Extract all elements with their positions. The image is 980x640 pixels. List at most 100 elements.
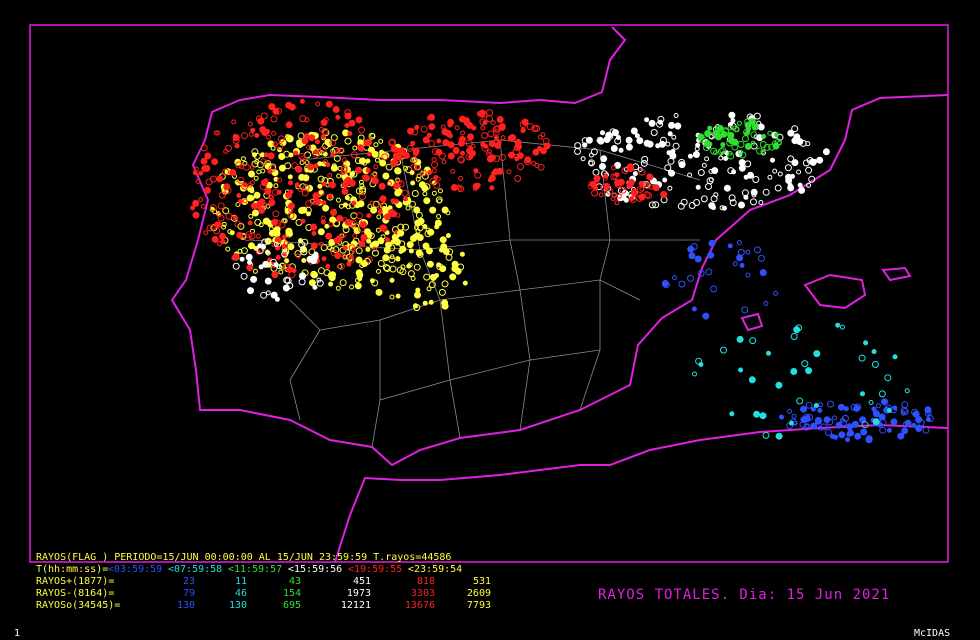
count-cell: 7793 bbox=[467, 600, 491, 611]
strike bbox=[302, 184, 310, 192]
strike bbox=[863, 340, 869, 346]
strike bbox=[621, 167, 629, 175]
strike bbox=[355, 116, 363, 124]
strike bbox=[711, 167, 719, 175]
strike bbox=[892, 405, 898, 411]
strike bbox=[439, 265, 447, 273]
strike bbox=[415, 176, 421, 182]
strike bbox=[598, 192, 604, 198]
strike bbox=[625, 136, 633, 144]
strike bbox=[306, 144, 312, 150]
strike bbox=[774, 184, 782, 192]
strike bbox=[242, 182, 248, 188]
strike bbox=[241, 132, 248, 140]
strike bbox=[762, 188, 770, 196]
strike bbox=[231, 119, 237, 125]
strike bbox=[351, 200, 357, 206]
strike bbox=[490, 120, 496, 126]
strike bbox=[437, 188, 443, 194]
strike bbox=[610, 173, 618, 181]
strike bbox=[521, 118, 529, 126]
strike bbox=[800, 405, 807, 413]
strike bbox=[240, 247, 248, 255]
strike bbox=[359, 263, 365, 268]
strike bbox=[260, 291, 268, 299]
strike bbox=[436, 262, 442, 268]
frame-number: 1 bbox=[14, 628, 20, 639]
strike bbox=[252, 209, 259, 217]
strike bbox=[694, 255, 702, 263]
strike bbox=[581, 137, 589, 145]
strike bbox=[260, 152, 265, 158]
strike bbox=[728, 194, 736, 202]
strike bbox=[322, 159, 328, 165]
strike bbox=[890, 418, 898, 426]
strike bbox=[359, 221, 367, 229]
strike bbox=[286, 135, 294, 143]
strike bbox=[315, 101, 321, 107]
strike bbox=[429, 206, 437, 214]
strike bbox=[687, 274, 694, 282]
strike bbox=[245, 253, 253, 261]
strike bbox=[247, 287, 254, 295]
strike bbox=[274, 296, 280, 302]
strike bbox=[321, 256, 327, 262]
strike bbox=[236, 231, 244, 239]
strike bbox=[901, 401, 909, 409]
strike bbox=[385, 163, 393, 171]
strike bbox=[287, 212, 295, 219]
strike bbox=[351, 247, 357, 253]
strike bbox=[310, 257, 318, 265]
strike bbox=[273, 183, 279, 189]
strike bbox=[333, 154, 341, 162]
strike bbox=[213, 227, 221, 235]
strike bbox=[366, 151, 372, 157]
strike bbox=[315, 139, 320, 145]
strike bbox=[278, 269, 284, 275]
count-cell: 695 bbox=[283, 600, 301, 611]
strike bbox=[378, 182, 386, 190]
strike bbox=[406, 241, 414, 249]
strike bbox=[614, 161, 622, 169]
strike bbox=[785, 177, 793, 184]
strike bbox=[271, 242, 277, 247]
strike bbox=[752, 176, 760, 183]
strike bbox=[348, 119, 356, 127]
strike bbox=[768, 143, 776, 151]
strike bbox=[344, 123, 350, 128]
strike bbox=[427, 228, 435, 236]
lightning-strikes bbox=[190, 98, 934, 444]
strike bbox=[378, 138, 384, 144]
strike bbox=[287, 243, 295, 251]
strike bbox=[422, 191, 428, 197]
strike bbox=[727, 167, 735, 175]
strike bbox=[298, 207, 306, 214]
strike bbox=[270, 115, 278, 123]
strike bbox=[271, 218, 279, 226]
strike bbox=[915, 425, 923, 432]
strike bbox=[298, 241, 306, 249]
strike bbox=[697, 169, 705, 176]
strike bbox=[728, 111, 736, 119]
strike bbox=[198, 197, 204, 203]
strike bbox=[215, 130, 221, 136]
strike bbox=[317, 189, 325, 197]
strike bbox=[242, 160, 248, 166]
strike bbox=[692, 151, 700, 158]
strike bbox=[588, 159, 595, 167]
strike bbox=[260, 158, 268, 166]
software-label: McIDAS bbox=[914, 628, 950, 639]
strike bbox=[441, 159, 447, 165]
strike bbox=[704, 130, 712, 138]
strike bbox=[222, 168, 229, 176]
strike bbox=[904, 419, 912, 427]
strike bbox=[667, 131, 673, 137]
strike bbox=[796, 138, 804, 146]
strike bbox=[439, 236, 447, 244]
strike bbox=[267, 152, 275, 160]
strike bbox=[200, 144, 208, 152]
strike bbox=[805, 367, 813, 375]
strike bbox=[878, 423, 884, 429]
strike bbox=[678, 161, 686, 169]
strike bbox=[244, 234, 252, 242]
